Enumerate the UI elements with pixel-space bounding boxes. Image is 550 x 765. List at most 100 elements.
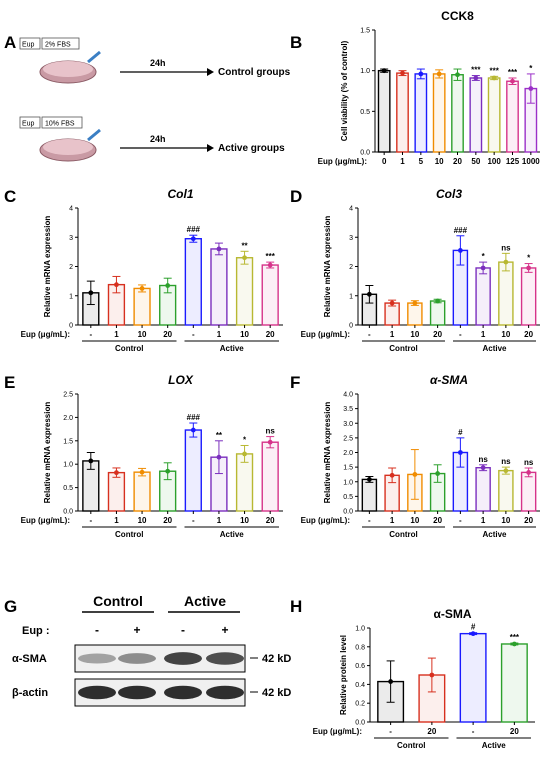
x-tick-label: 20	[524, 330, 533, 339]
bar	[498, 261, 514, 326]
x-tick-label: 5	[419, 157, 424, 166]
data-point	[165, 283, 171, 288]
bar	[107, 471, 126, 512]
y-axis-label: Relative protein level	[339, 635, 348, 715]
data-point	[389, 300, 395, 306]
x-tick-label: -	[459, 516, 462, 525]
significance-label: ns	[501, 457, 511, 466]
data-point	[139, 286, 145, 291]
x-tick-label: -	[89, 330, 92, 339]
x-tick-label: 10	[240, 330, 249, 339]
data-point	[88, 290, 94, 296]
data-point	[511, 641, 517, 647]
eup-label-box-1	[19, 37, 41, 50]
arrow-head-2	[207, 144, 214, 152]
blot-eup-mark-4: +	[221, 623, 228, 637]
blot-row-label-bactin: β-actin	[12, 687, 48, 699]
x-axis-label: Eup (μg/mL):	[301, 330, 350, 339]
x-tick-label: -	[368, 330, 371, 339]
bar	[133, 471, 151, 512]
x-axis-label: Eup (μg/mL):	[21, 330, 70, 339]
x-tick-label: -	[192, 516, 195, 525]
blot-band	[206, 652, 244, 665]
y-tick-label: 0.4	[355, 682, 365, 689]
data-point	[429, 672, 435, 678]
x-tick-label: 1	[390, 330, 395, 339]
x-tick-label: 1	[217, 516, 222, 525]
data-point	[216, 246, 222, 252]
data-point	[528, 86, 534, 91]
panel-letter: H	[290, 597, 302, 616]
significance-label: ***	[266, 252, 276, 261]
y-tick-label: 4.0	[343, 392, 353, 399]
chart-panel-d: D Col3 0 1 2 3 4 Relative mRNA expression - 1 10 20…	[290, 187, 540, 353]
group-label-1: Control groups	[218, 67, 291, 78]
x-tick-label: 20	[524, 516, 533, 525]
data-point	[412, 300, 418, 306]
x-tick-label: 20	[453, 157, 462, 166]
significance-label: *	[529, 64, 533, 73]
duration-2: 24h	[150, 134, 166, 144]
x-tick-label: 10	[501, 330, 510, 339]
data-point	[503, 259, 509, 265]
data-point	[457, 450, 463, 455]
chart-title: α-SMA	[430, 373, 468, 387]
culture-medium-1	[43, 61, 93, 77]
data-point	[388, 679, 394, 684]
significance-label: ns	[266, 427, 276, 436]
y-tick-label: 0.6	[355, 663, 365, 670]
data-point	[267, 262, 273, 268]
significance-label: **	[216, 431, 223, 440]
x-tick-label: 1	[114, 516, 119, 525]
x-tick-label: 20	[433, 330, 442, 339]
y-tick-label: 3.5	[343, 406, 353, 413]
chart-title: Col1	[167, 187, 193, 201]
data-point	[435, 298, 441, 304]
x-tick-label: 20	[266, 516, 275, 525]
bar	[520, 471, 537, 512]
panel-letter: C	[4, 187, 16, 206]
data-point	[190, 236, 196, 242]
bar-charts: B CCK8 0.0 0.5 1.0 1.5 Cell viability (% of co…	[4, 9, 540, 750]
data-point	[165, 468, 171, 474]
data-point	[470, 631, 476, 637]
data-point	[526, 469, 532, 475]
y-tick-label: 1.0	[360, 68, 370, 75]
bar	[520, 267, 537, 326]
x-tick-label: 10	[138, 330, 147, 339]
x-axis-label: Eup (μg/mL):	[301, 516, 350, 525]
x-tick-label: 1	[114, 330, 119, 339]
bar	[184, 238, 202, 326]
x-tick-label: -	[472, 727, 475, 736]
panel-g: G Control Active Eup : - + - + α-SMA 42 …	[4, 593, 291, 707]
significance-label: ###	[187, 413, 201, 422]
group-label: Active	[220, 530, 245, 539]
data-point	[473, 75, 479, 81]
significance-label: ns	[524, 458, 534, 467]
x-axis-label: Eup (μg/mL):	[318, 157, 367, 166]
group-label: Active	[220, 344, 245, 353]
x-tick-label: 1	[400, 157, 405, 166]
group-label: Control	[389, 530, 417, 539]
blot-band	[78, 685, 116, 700]
chart-title: α-SMA	[433, 607, 471, 621]
x-tick-label: -	[368, 516, 371, 525]
y-tick-label: 2.5	[63, 392, 73, 399]
blot-group-active: Active	[184, 593, 226, 609]
data-point	[455, 72, 460, 78]
group-label-2: Active groups	[218, 143, 285, 154]
y-tick-label: 0.0	[63, 509, 73, 516]
arrow-head-1	[207, 68, 214, 76]
eup-label-1: Eup	[22, 42, 35, 49]
data-point	[418, 71, 424, 77]
data-point	[242, 255, 247, 261]
y-axis-label: Relative mRNA expression	[43, 216, 52, 318]
fbs-label-1: 2% FBS	[45, 42, 71, 49]
y-tick-label: 0.0	[355, 720, 365, 727]
bar	[210, 248, 228, 326]
x-tick-label: -	[89, 516, 92, 525]
x-tick-label: 0	[382, 157, 387, 166]
significance-label: *	[527, 254, 531, 263]
x-tick-label: 1	[217, 330, 222, 339]
